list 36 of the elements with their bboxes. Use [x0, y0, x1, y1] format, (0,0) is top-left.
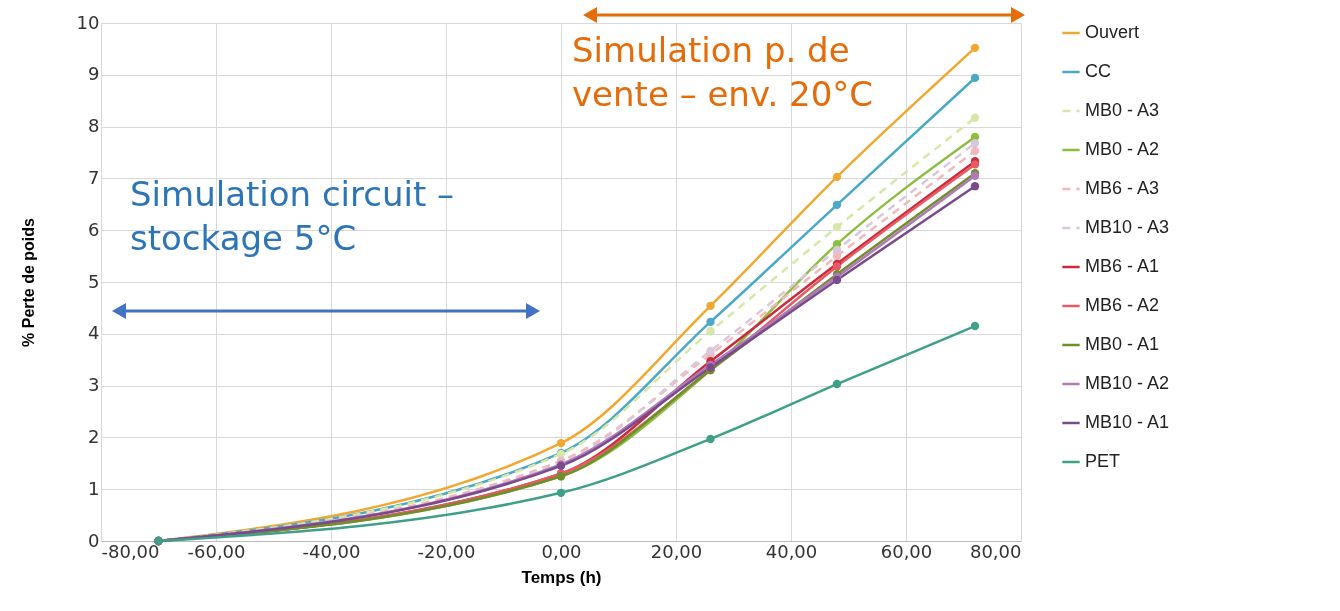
x-axis-title: Temps (h): [521, 567, 602, 587]
y-tick-label: 4: [88, 322, 100, 344]
x-tick-label: 40,00: [765, 540, 818, 562]
annotation: Simulation circuit – stockage 5°C: [130, 173, 456, 260]
legend-label: PET: [1085, 451, 1121, 471]
legend-label: MB0 - A3: [1085, 100, 1160, 120]
y-tick-label: 9: [88, 63, 100, 85]
x-tick-label: 0,00: [541, 540, 582, 562]
y-tick-label: 0: [88, 529, 100, 551]
legend-label: MB10 - A3: [1085, 217, 1170, 237]
y-tick-label: 5: [88, 270, 100, 292]
x-tick-label: 20,00: [650, 540, 703, 562]
legend-label: MB6 - A2: [1085, 295, 1160, 315]
y-tick-label: 10: [76, 11, 100, 33]
legend-label: MB10 - A2: [1085, 373, 1170, 393]
y-tick-label: 8: [88, 115, 100, 137]
x-tick-label: 60,00: [880, 540, 933, 562]
y-tick-label: 6: [88, 218, 100, 240]
y-axis-title: % Perte de poids: [19, 217, 37, 347]
x-tick-label: -20,00: [417, 540, 476, 562]
x-tick-label: -60,00: [187, 540, 246, 562]
y-tick-label: 7: [88, 166, 100, 188]
legend-label: CC: [1085, 61, 1111, 81]
y-tick-label: 2: [88, 425, 100, 447]
legend-label: MB0 - A1: [1085, 334, 1160, 354]
annotation: Simulation p. de vente – env. 20°C: [572, 29, 875, 116]
legend-label: MB6 - A1: [1085, 256, 1160, 276]
legend-label: Ouvert: [1085, 22, 1140, 42]
y-tick-label: 1: [88, 477, 100, 499]
x-tick-label: 80,00: [969, 540, 1022, 562]
legend-label: MB10 - A1: [1085, 412, 1170, 432]
legend-label: MB0 - A2: [1085, 139, 1160, 159]
y-tick-label: 3: [88, 374, 100, 396]
x-tick-label: -80,00: [101, 540, 160, 562]
x-tick-label: -40,00: [302, 540, 361, 562]
legend-label: MB6 - A3: [1085, 178, 1160, 198]
